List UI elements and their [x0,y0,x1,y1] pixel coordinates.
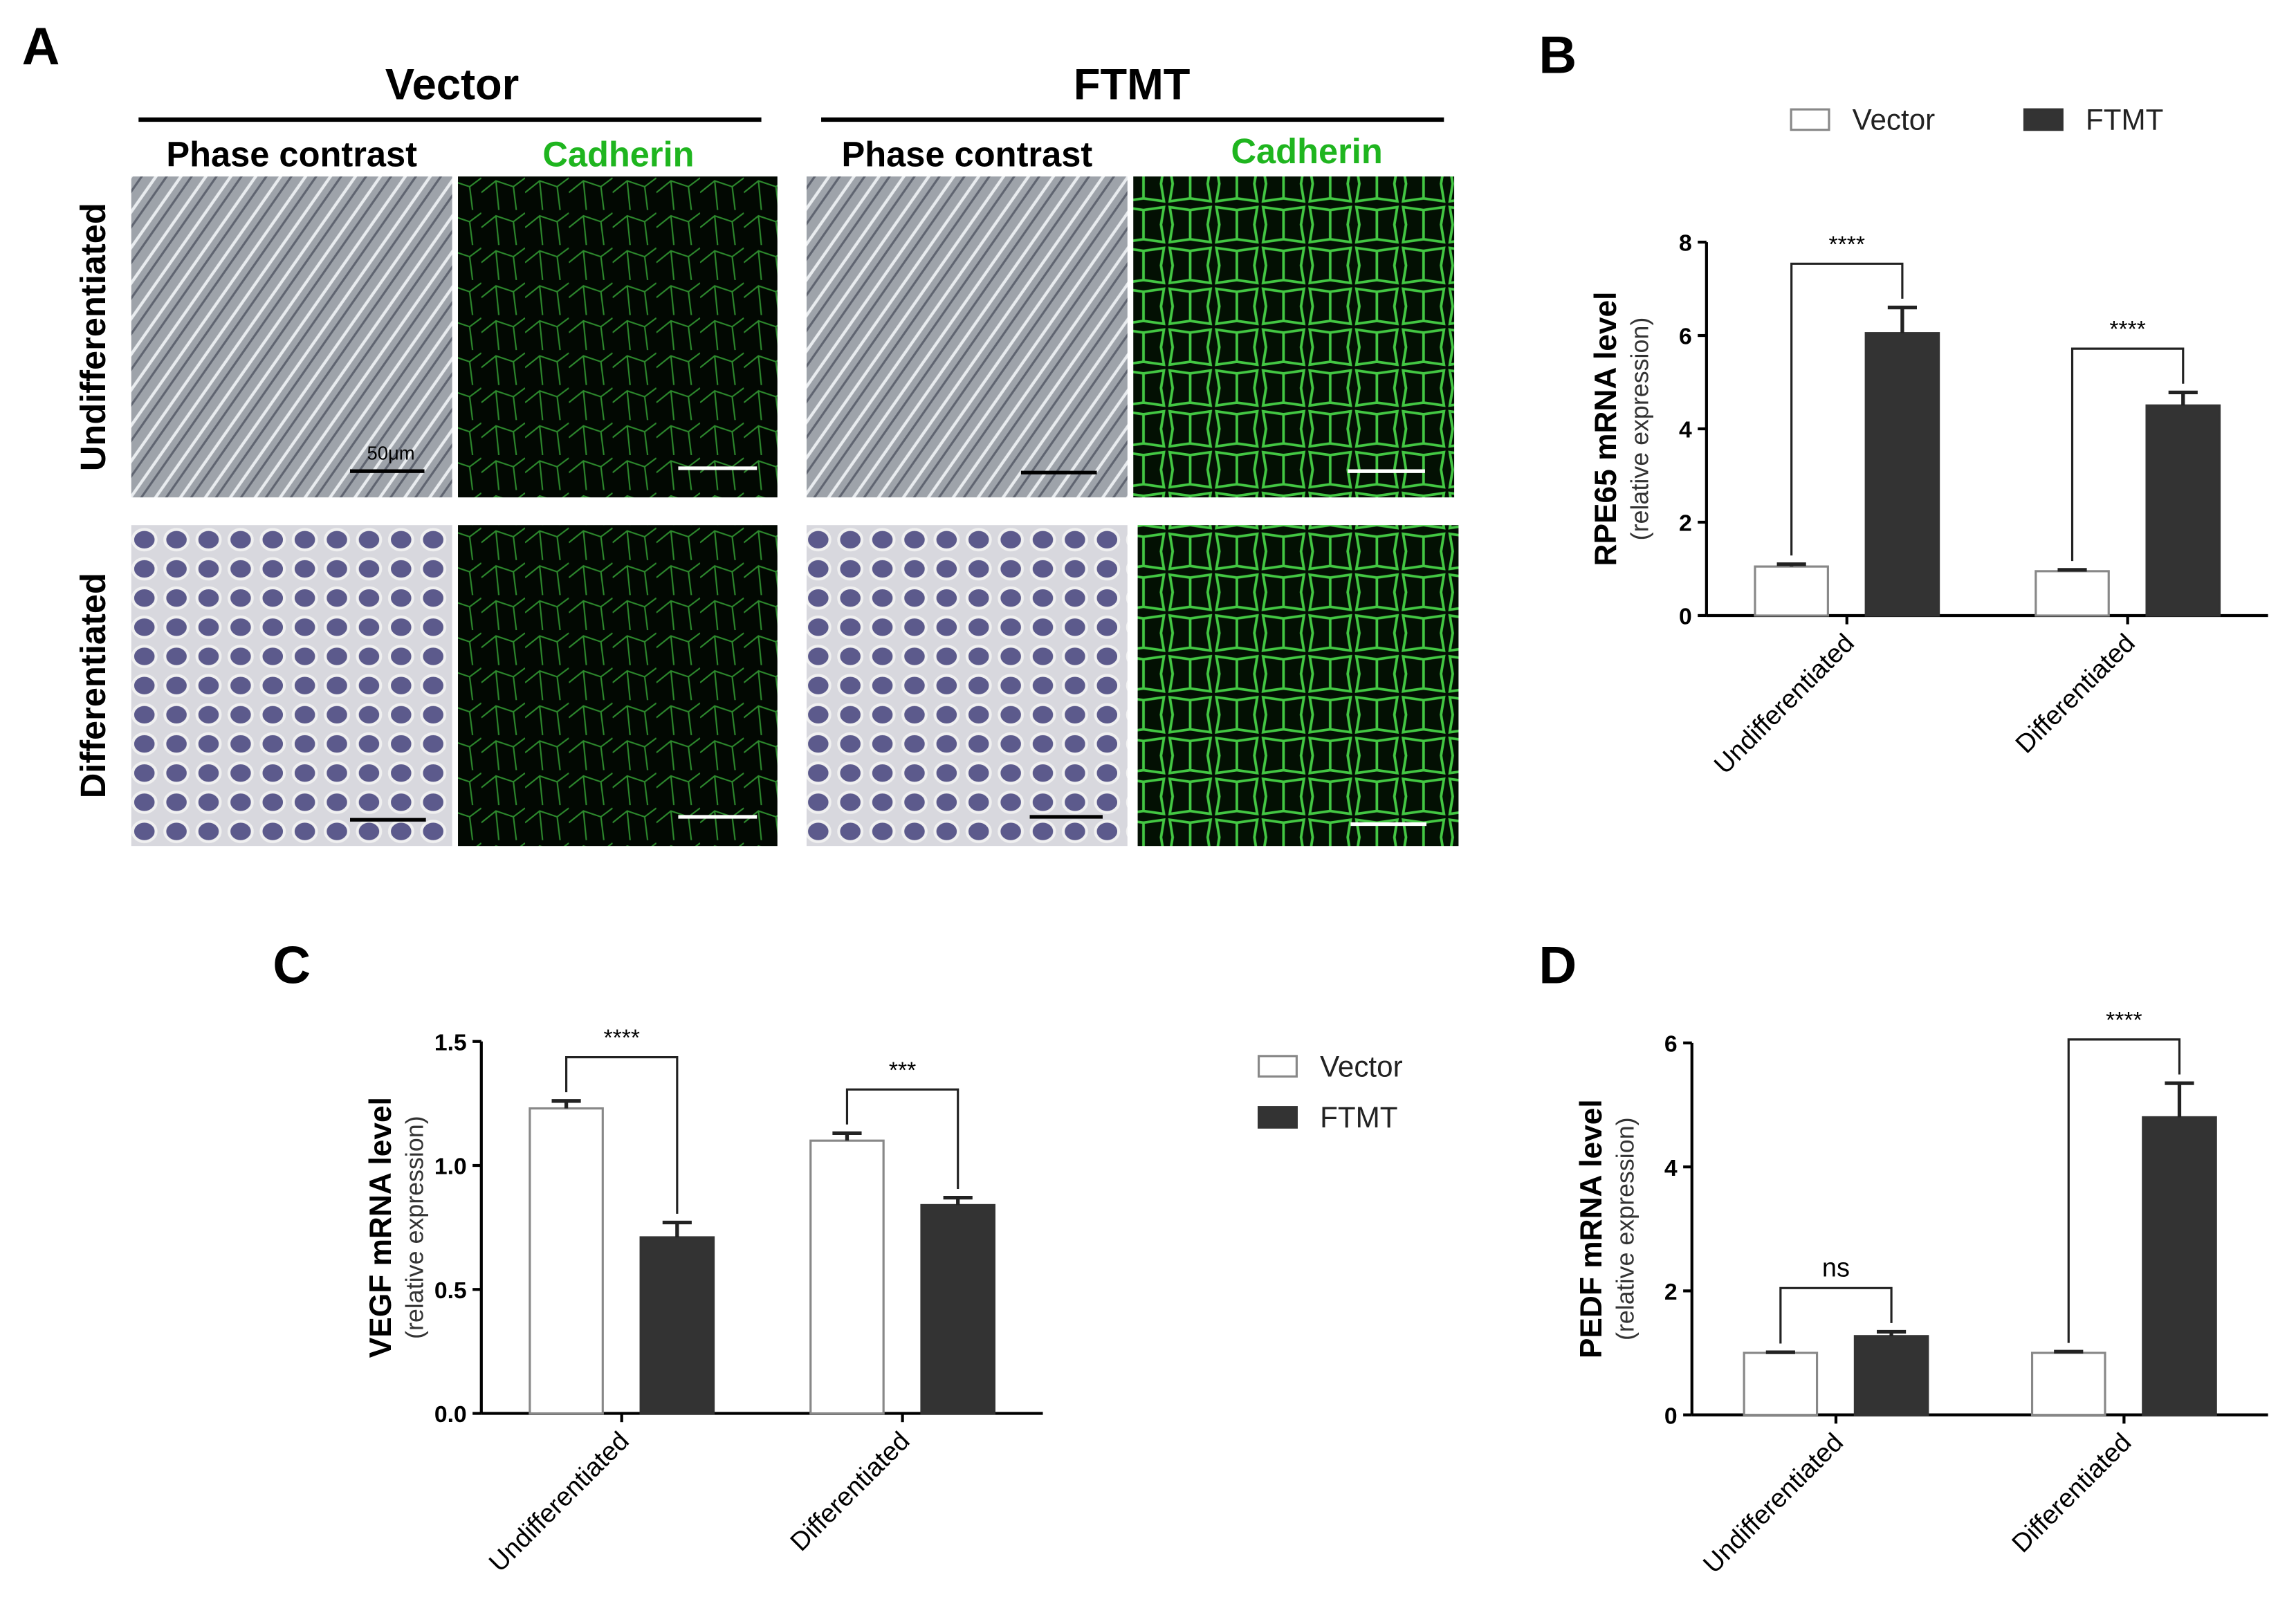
y-tick-label: 8 [1679,230,1692,257]
y-axis-sublabel: (relative expression) [1611,1117,1639,1340]
column-title: FTMT [1074,60,1191,109]
significance-label: **** [603,1025,639,1051]
y-tick-label: 4 [1664,1155,1678,1181]
column-subtitle: Cadherin [1231,131,1383,171]
legend-label: FTMT [2086,104,2163,136]
x-tick-label: Undifferentiated [1698,1428,1849,1579]
bar [1853,1335,1929,1417]
bar [639,1236,715,1415]
legend-swatch [1257,1055,1298,1078]
y-tick-label: 0 [1664,1403,1678,1429]
significance-label: **** [2109,316,2145,342]
bar [2145,404,2221,617]
y-axis-label: RPE65 mRNA level [1589,292,1623,566]
error-bar [832,1131,862,1141]
column-subtitle: Cadherin [542,134,694,174]
bar [2030,1351,2106,1417]
error-bar [551,1099,581,1109]
significance-bracket [1779,1286,1893,1344]
micrograph [1137,525,1459,847]
error-bar [2168,390,2198,406]
error-bar [1877,1329,1907,1336]
significance-label: ns [1822,1253,1850,1282]
x-tick-label: Differentiated [2007,1428,2138,1558]
significance-bracket [2070,347,2185,562]
x-tick-label: Differentiated [2010,629,2141,759]
row-label: Undifferentiated [73,203,113,471]
legend-label: Vector [1320,1050,1403,1082]
error-bar [1765,1350,1795,1354]
scale-bars [350,466,1427,827]
significance-bracket [565,1055,679,1214]
bar [2142,1116,2217,1417]
column-title: Vector [385,60,519,109]
y-tick-label: 6 [1664,1031,1678,1058]
y-tick-label: 0.0 [434,1401,467,1428]
y-tick-label: 0.5 [434,1277,467,1304]
micrograph [131,176,452,498]
micrograph [458,525,778,847]
bar [529,1107,604,1415]
micrograph [131,525,452,847]
column-subtitle: Phase contrast [842,134,1093,174]
y-axis-sublabel: (relative expression) [1626,317,1654,541]
significance-bracket [845,1088,959,1189]
error-bar [2165,1081,2194,1118]
y-tick-label: 6 [1679,324,1692,350]
x-tick-label: Undifferentiated [484,1426,635,1578]
x-tick-label: Undifferentiated [1709,629,1860,780]
significance-label: **** [1829,231,1865,257]
panel-label: C [273,936,311,995]
bar [809,1139,885,1415]
y-tick-label: 0 [1679,604,1692,630]
error-bar [2057,568,2087,572]
y-tick-label: 1.0 [434,1154,467,1180]
error-bar [2054,1349,2084,1354]
y-tick-label: 2 [1679,510,1692,537]
legend-swatch [1790,108,1830,131]
y-axis-label: PEDF mRNA level [1574,1099,1608,1358]
scale-label: 50μm [367,442,415,463]
y-tick-label: 4 [1679,417,1692,443]
micrograph [806,525,1128,847]
legend-swatch [1257,1106,1298,1129]
error-bar [662,1220,692,1237]
significance-bracket [2067,1038,2181,1343]
micrograph [806,176,1128,498]
micrograph [458,176,778,498]
panel-label: B [1539,26,1577,84]
panel-label: D [1539,936,1577,995]
legend-label: FTMT [1320,1101,1397,1134]
legend-swatch [2023,108,2064,131]
y-tick-label: 2 [1664,1279,1678,1305]
error-bar [1887,305,1917,333]
micrograph [1133,176,1455,498]
bar [1864,332,1940,617]
bar [920,1203,995,1415]
y-tick-label: 1.5 [434,1029,467,1055]
significance-bracket [1790,262,1904,556]
bar [1754,565,1829,617]
y-axis-sublabel: (relative expression) [401,1116,428,1339]
significance-label: *** [889,1057,916,1083]
bar [2035,570,2110,617]
bar [1743,1351,1819,1417]
significance-label: **** [2106,1007,2142,1033]
y-axis-label: VEGF mRNA level [364,1097,398,1358]
panel-label: A [22,17,60,76]
error-bar [1776,562,1806,567]
x-tick-label: Differentiated [785,1426,916,1557]
column-subtitle: Phase contrast [166,134,417,174]
legend-label: Vector [1853,104,1936,136]
error-bar [943,1195,973,1206]
row-label: Differentiated [73,573,113,798]
